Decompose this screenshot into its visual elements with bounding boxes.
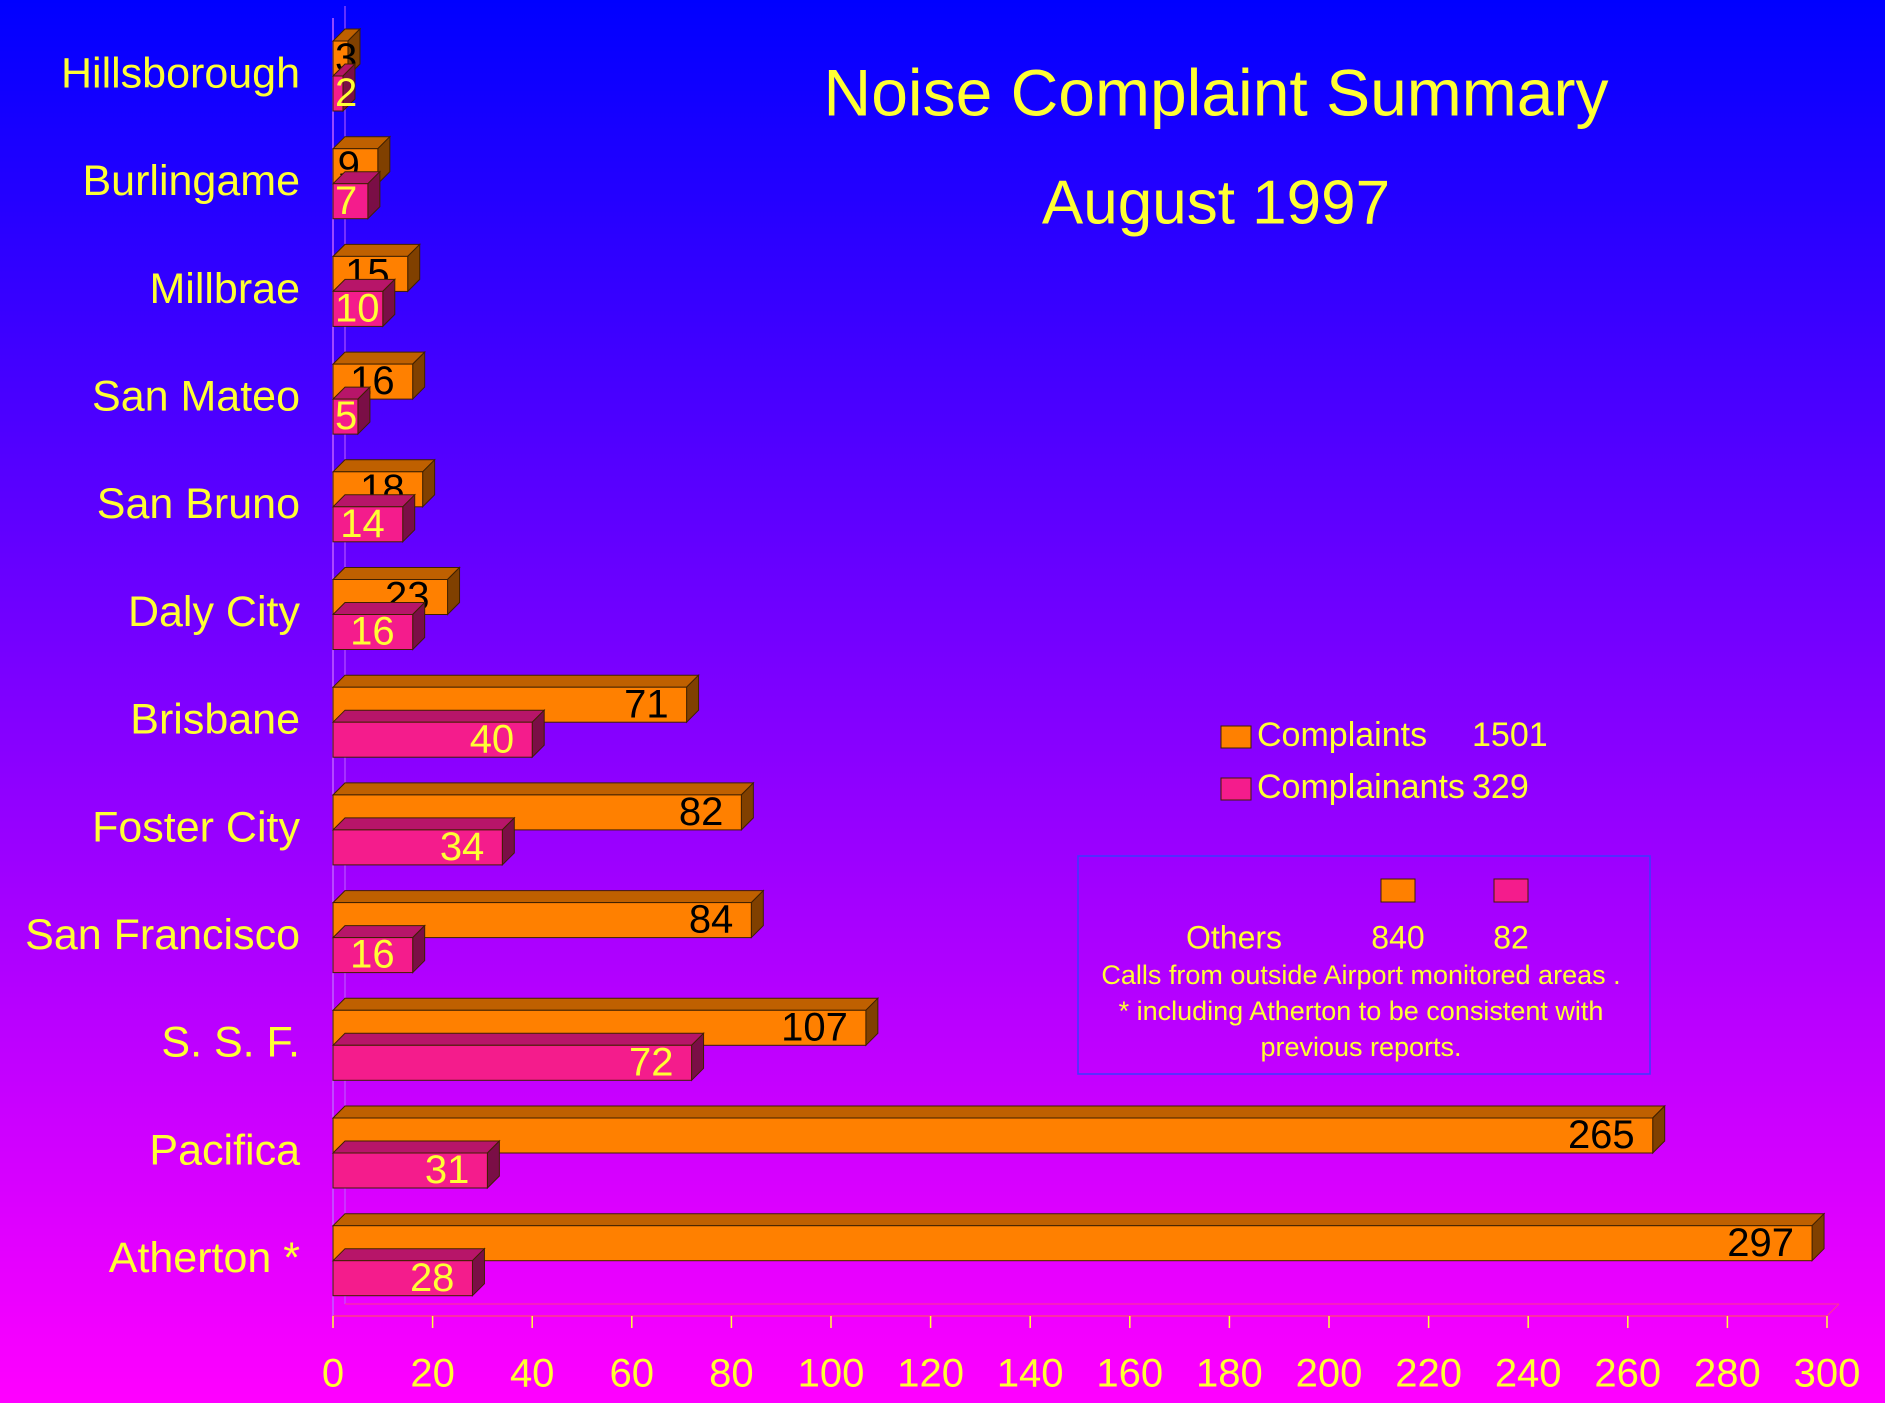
annotation-swatch	[1493, 878, 1529, 903]
x-tick-label: 260	[1594, 1352, 1661, 1396]
bar	[332, 290, 384, 327]
y-tick-label: S. S. F.	[161, 1019, 300, 1067]
data-label: 31	[425, 1148, 470, 1192]
data-label: 72	[629, 1040, 674, 1084]
bar	[332, 506, 404, 543]
y-tick-label: Hillsborough	[61, 49, 300, 97]
bar	[332, 794, 742, 831]
y-tick-label: Millbrae	[149, 265, 300, 313]
bar	[332, 1117, 1654, 1154]
chart-subtitle: August 1997	[1042, 168, 1390, 237]
bar	[332, 1260, 473, 1297]
bar-top	[331, 1213, 1826, 1227]
legend-swatch	[1220, 725, 1252, 749]
y-tick-label: San Bruno	[97, 480, 300, 528]
x-tick-label: 100	[798, 1352, 865, 1396]
y-tick-label: Foster City	[92, 803, 300, 851]
x-tick-label: 240	[1495, 1352, 1562, 1396]
annotation-box	[1077, 855, 1651, 1075]
legend-label: Complaints	[1257, 716, 1427, 754]
bar	[332, 1044, 693, 1081]
data-label: 5	[335, 394, 357, 438]
annotation-note: * including Atherton to be consistent wi…	[1119, 996, 1604, 1026]
data-label: 40	[470, 717, 515, 761]
x-tick-label: 0	[322, 1352, 344, 1396]
y-tick-label: San Francisco	[25, 911, 300, 959]
x-tick-label: 120	[897, 1352, 964, 1396]
chart-title: Noise Complaint Summary	[824, 55, 1609, 129]
bar	[332, 183, 369, 220]
data-label: 14	[340, 502, 385, 546]
x-tick-label: 220	[1395, 1352, 1462, 1396]
annotation-note: previous reports.	[1260, 1032, 1461, 1062]
x-tick-label: 80	[709, 1352, 754, 1396]
x-tick-label: 160	[1096, 1352, 1163, 1396]
x-tick-label: 200	[1296, 1352, 1363, 1396]
data-label: 2	[335, 71, 357, 115]
data-label: 7	[335, 179, 357, 223]
data-label: 297	[1727, 1221, 1794, 1265]
data-label: 71	[624, 682, 669, 726]
y-tick-label: Burlingame	[83, 157, 301, 205]
bar	[332, 398, 359, 435]
bar	[332, 75, 344, 112]
y-tick-label: Brisbane	[130, 696, 300, 744]
bar	[332, 937, 414, 974]
x-axis-edge	[1826, 1303, 1840, 1317]
annotation-note: Calls from outside Airport monitored are…	[1101, 960, 1620, 990]
legend-total: 1501	[1472, 716, 1548, 754]
annotation-swatch	[1380, 878, 1416, 903]
data-label: 16	[350, 933, 395, 977]
bar	[332, 1225, 1813, 1262]
y-tick-label: Daly City	[128, 588, 301, 636]
bar-top	[331, 1105, 1666, 1119]
x-tick-label: 20	[410, 1352, 455, 1396]
x-tick-label: 180	[1196, 1352, 1263, 1396]
data-label: 265	[1568, 1113, 1635, 1157]
x-tick-label: 300	[1794, 1352, 1861, 1396]
bar	[332, 614, 414, 650]
data-label: 28	[410, 1256, 455, 1300]
legend-swatch	[1220, 777, 1252, 801]
data-label: 107	[781, 1005, 848, 1049]
bar-top	[331, 817, 516, 831]
bar	[332, 721, 533, 758]
data-label: 82	[679, 790, 724, 834]
bar-top	[331, 1140, 501, 1154]
data-label: 84	[689, 898, 734, 942]
data-label: 16	[350, 610, 395, 654]
annotation-value: 840	[1371, 919, 1424, 955]
data-label: 10	[335, 286, 380, 330]
annotation-value: 82	[1493, 919, 1529, 955]
x-tick-label: 40	[510, 1352, 555, 1396]
x-tick-label: 60	[610, 1352, 655, 1396]
y-tick-label: Pacifica	[149, 1126, 300, 1174]
bar	[332, 1152, 488, 1189]
bar-top	[331, 1248, 486, 1262]
x-tick-label: 280	[1694, 1352, 1761, 1396]
annotation-label: Others	[1186, 919, 1282, 955]
x-tick-label: 140	[997, 1352, 1064, 1396]
bar	[332, 829, 503, 866]
legend-total: 329	[1472, 768, 1529, 806]
y-tick-label: San Mateo	[92, 372, 300, 420]
legend-label: Complainants	[1257, 768, 1465, 806]
data-label: 34	[440, 825, 485, 869]
y-tick-label: Atherton *	[109, 1234, 300, 1282]
